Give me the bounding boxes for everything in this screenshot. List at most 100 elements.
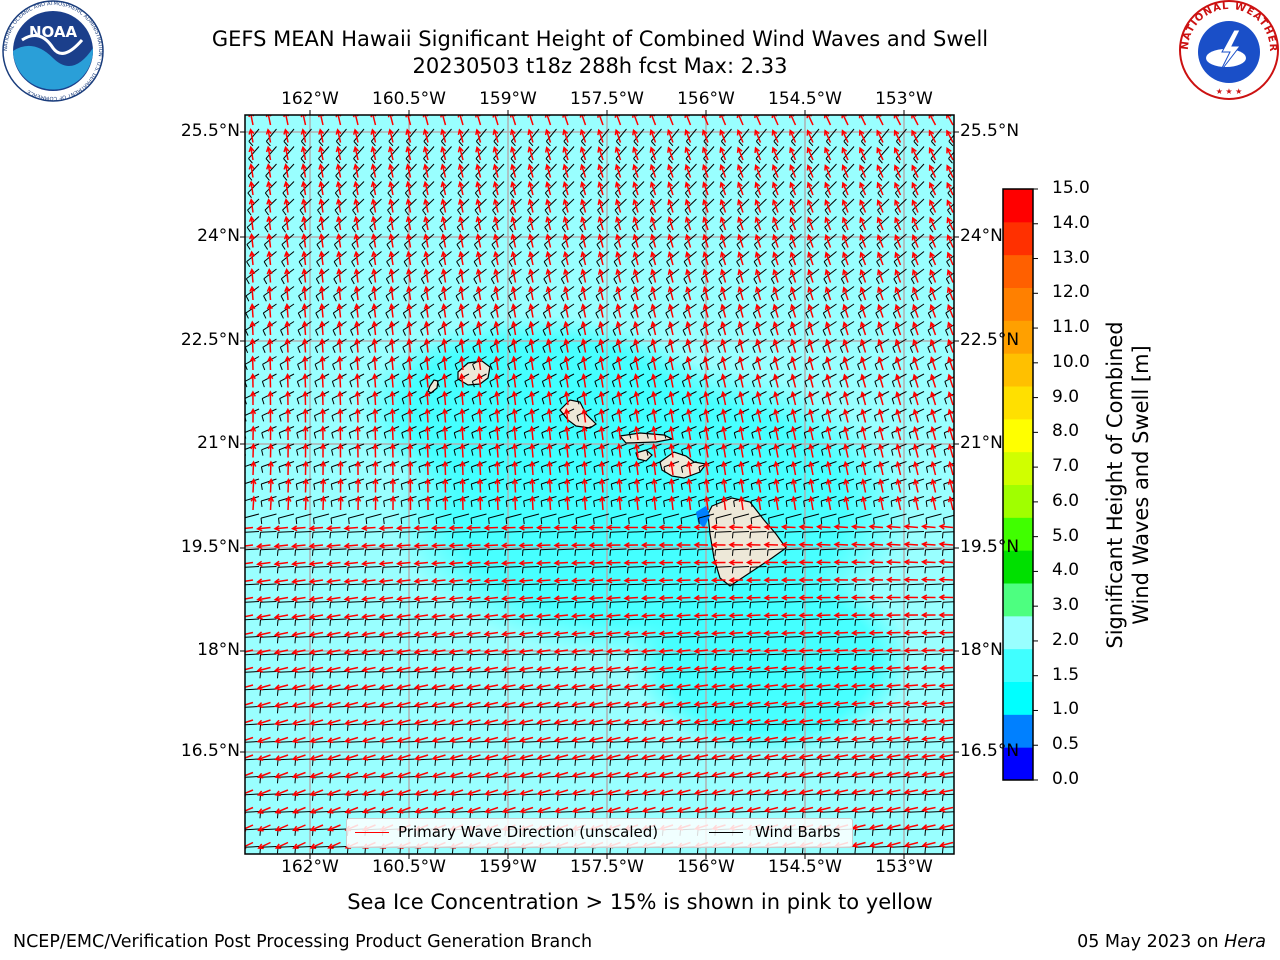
wave-arrow-head-276: [772, 216, 778, 223]
wind-barb-130: [369, 181, 382, 194]
wind-barb-flag-433: [647, 312, 652, 319]
wave-arrow-295: [390, 234, 394, 248]
wave-arrow-head-156: [824, 164, 830, 171]
wind-barb-1245: [505, 653, 522, 656]
wave-arrow-head-412: [284, 285, 291, 292]
wave-arrow-439: [756, 287, 762, 301]
wave-arrow-head-321: [841, 233, 848, 241]
wind-barb-1206: [540, 636, 557, 638]
wave-arrow-head-626: [441, 373, 448, 380]
wind-barb-flag-1074: [381, 584, 384, 591]
wind-barb-flag-271: [683, 244, 689, 250]
wave-arrow-head-83: [265, 145, 272, 153]
wave-arrow-56: [510, 129, 517, 143]
wind-barb-flag-275: [753, 244, 759, 250]
wave-arrow-head-184: [597, 181, 604, 188]
wave-arrow-470: [582, 304, 587, 318]
wind-barb-164: [247, 198, 260, 211]
wind-barb-flag-1151: [294, 619, 297, 626]
wind-barb-flag-1281: [416, 672, 419, 679]
wind-barb-flag-1584: [696, 794, 699, 801]
wind-barb-flag-1175: [714, 619, 717, 626]
wave-arrow-193: [755, 182, 762, 196]
wind-barb-flag-1217: [731, 637, 734, 644]
wind-barb-flag-1210: [609, 637, 612, 644]
wind-barb-flag-14: [493, 141, 499, 147]
wind-barb-flag-1311: [941, 672, 944, 679]
wave-arrow-718: [617, 409, 622, 423]
wind-barb-flag-1222: [819, 637, 822, 644]
wind-barb-flag-1479: [294, 759, 297, 766]
wind-barb-313: [701, 251, 715, 263]
wind-barb-flag-878: [540, 500, 543, 508]
wind-barb-flag-791: [453, 466, 456, 473]
wind-barb-1596: [907, 793, 925, 796]
wind-barb-407: [910, 286, 925, 297]
wind-barb-flag-1185: [889, 619, 892, 626]
wind-barb-1505: [750, 758, 767, 761]
wind-barb-flag-1170: [626, 619, 629, 626]
wave-arrow-head-730: [825, 408, 832, 415]
wave-arrow-11: [441, 115, 447, 126]
wave-arrow-head-135: [457, 163, 464, 170]
wind-barb-flag-1338: [696, 689, 699, 696]
wave-arrow-head-120: [911, 146, 917, 154]
wind-barb-254: [386, 233, 400, 245]
wind-barb-flag-1270: [941, 654, 944, 661]
wave-arrow-728: [791, 409, 797, 423]
wave-arrow-head-725: [738, 408, 745, 415]
wind-barb-flag-824: [313, 483, 316, 490]
wind-barb-1153: [330, 618, 347, 621]
wave-arrow-head-94: [457, 145, 464, 153]
wave-arrow-head-673: [546, 390, 553, 398]
wind-barb-998: [487, 548, 505, 551]
wind-barb-flag-426: [525, 312, 529, 319]
wind-barb-1365: [452, 706, 470, 708]
wind-barb-flag-436: [700, 312, 704, 319]
wave-arrow-head-389: [597, 268, 604, 275]
wind-barb-914: [453, 513, 470, 519]
wave-arrow-326: [929, 235, 937, 248]
wave-arrow-head-665: [406, 390, 413, 397]
wave-arrow-head-548: [511, 338, 518, 345]
wind-barb-1450: [505, 741, 522, 743]
wind-barb-flag-1183: [854, 619, 857, 626]
wave-arrow-head-335: [371, 250, 378, 258]
wave-arrow-head-577: [301, 355, 309, 362]
wave-arrow-108: [702, 147, 709, 161]
wind-barb-326: [928, 251, 942, 263]
wave-arrow-head-723: [703, 408, 710, 415]
wave-arrow-368: [947, 252, 954, 266]
wind-barb-flag-450: [945, 312, 949, 319]
wave-arrow-head-420: [423, 285, 430, 293]
wave-arrow-653: [913, 374, 919, 388]
wind-barb-flag-1040: [504, 567, 507, 574]
wind-barb-flag-380: [438, 295, 442, 302]
wind-barb-937: [855, 513, 872, 519]
wind-barb-flag-353: [683, 278, 688, 285]
wind-barb-1407: [470, 723, 487, 726]
wave-arrow-head-435: [685, 285, 692, 293]
wind-barb-920: [558, 513, 575, 519]
wave-arrow-head-401: [807, 268, 814, 276]
wave-arrow-head-714: [546, 408, 553, 415]
wind-barb-1254: [662, 653, 680, 656]
wave-arrow-548: [512, 339, 517, 353]
wave-arrow-head-304: [545, 233, 552, 240]
wind-barb-341: [473, 268, 487, 280]
wind-barb-flag-963: [591, 532, 594, 539]
wind-barb-flag-1308: [889, 672, 892, 679]
wind-barb-flag-1512: [871, 759, 874, 766]
wind-barb-1364: [435, 706, 452, 708]
wave-arrow-head-636: [615, 373, 622, 380]
wind-barb-flag-710: [471, 432, 474, 439]
wind-barb-977: [837, 531, 855, 533]
wind-barb-flag-618: [296, 398, 300, 405]
wind-barb-1554: [890, 776, 907, 778]
wind-barb-flag-230: [684, 227, 689, 233]
wind-barb-flag-664: [383, 415, 387, 422]
wind-barb-1018: [837, 548, 855, 551]
wind-barb-flag-920: [558, 518, 560, 525]
wave-arrow-head-683: [720, 390, 727, 398]
wind-barb-468: [542, 321, 557, 331]
